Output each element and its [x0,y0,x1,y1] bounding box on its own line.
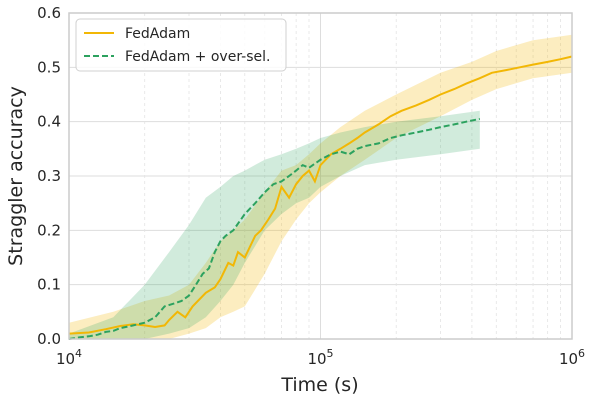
y-tick-label: 0.3 [37,167,61,185]
series-line-fedadam-over-sel [68,117,481,340]
y-tick-label: 0.5 [37,58,61,76]
series-lines [68,55,573,340]
y-axis-label: Straggler accuracy [5,86,27,266]
series-line-fedadam [68,55,573,335]
y-tick-label: 0.4 [37,113,61,131]
legend-label-fedadam-over-sel: FedAdam + over-sel. [125,49,270,65]
y-tick-label: 0.0 [37,330,61,348]
y-tick-label: 0.2 [37,221,61,239]
band-fedadam-over-sel [69,110,480,339]
confidence-bands [69,34,572,339]
legend: FedAdam FedAdam + over-sel. [75,18,287,72]
y-tick-label: 0.1 [37,276,61,294]
legend-box [75,18,287,72]
x-tick-label: 104 [56,347,82,368]
y-tick-label: 0.6 [37,4,61,22]
x-axis-label: Time (s) [280,374,358,396]
x-tick-label: 105 [307,347,333,368]
x-axis-ticks: 104 105 106 [56,347,585,368]
y-axis-ticks: 0.0 0.1 0.2 0.3 0.4 0.5 0.6 [37,4,61,348]
x-tick-label: 106 [559,347,585,368]
legend-label-fedadam: FedAdam [125,26,190,42]
band-fedadam [69,34,572,339]
plot-frame [68,12,573,340]
